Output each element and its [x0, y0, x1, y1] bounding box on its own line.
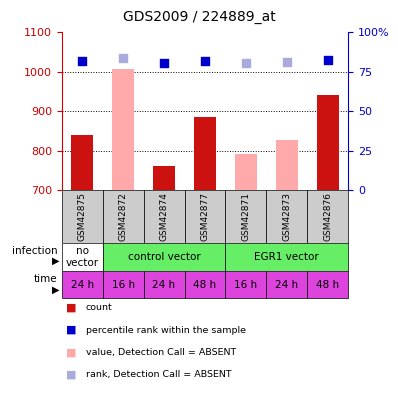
Text: percentile rank within the sample: percentile rank within the sample [86, 326, 246, 335]
Text: 24 h: 24 h [152, 279, 176, 290]
Text: GSM42874: GSM42874 [160, 192, 168, 241]
Text: 16 h: 16 h [234, 279, 258, 290]
Text: ■: ■ [66, 325, 76, 335]
Text: no
vector: no vector [66, 246, 99, 268]
Point [284, 59, 290, 65]
Bar [316, 95, 339, 190]
Text: time: time [34, 274, 58, 284]
Text: GSM42877: GSM42877 [201, 192, 209, 241]
Bar [194, 117, 216, 190]
Point [325, 57, 331, 63]
Bar [307, 190, 348, 243]
Bar [112, 69, 135, 190]
Bar [62, 243, 103, 271]
Bar [235, 153, 257, 190]
Point [202, 58, 208, 64]
Bar [62, 190, 103, 243]
Text: control vector: control vector [128, 252, 201, 262]
Point [120, 54, 126, 61]
Bar [144, 190, 185, 243]
Text: GSM42876: GSM42876 [323, 192, 332, 241]
Bar [266, 190, 307, 243]
Bar [103, 190, 144, 243]
Text: EGR1 vector: EGR1 vector [254, 252, 319, 262]
Text: GSM42871: GSM42871 [242, 192, 250, 241]
Bar [225, 243, 348, 271]
Point [243, 60, 249, 66]
Text: ■: ■ [66, 370, 76, 379]
Text: value, Detection Call = ABSENT: value, Detection Call = ABSENT [86, 348, 236, 357]
Text: 16 h: 16 h [111, 279, 135, 290]
Point [79, 58, 85, 64]
Text: ▶: ▶ [52, 256, 60, 266]
Bar [103, 243, 225, 271]
Text: 24 h: 24 h [70, 279, 94, 290]
Bar [62, 271, 103, 298]
Text: GSM42875: GSM42875 [78, 192, 87, 241]
Bar [103, 271, 144, 298]
Text: GSM42872: GSM42872 [119, 192, 128, 241]
Text: GSM42873: GSM42873 [282, 192, 291, 241]
Bar [266, 271, 307, 298]
Bar [225, 190, 266, 243]
Text: ■: ■ [66, 303, 76, 313]
Text: ▶: ▶ [52, 285, 60, 295]
Text: 48 h: 48 h [316, 279, 339, 290]
Bar [225, 271, 266, 298]
Text: 24 h: 24 h [275, 279, 298, 290]
Bar [144, 271, 185, 298]
Text: GDS2009 / 224889_at: GDS2009 / 224889_at [123, 10, 275, 24]
Text: infection: infection [12, 246, 58, 256]
Point [161, 60, 167, 66]
Bar [307, 271, 348, 298]
Text: 48 h: 48 h [193, 279, 217, 290]
Text: rank, Detection Call = ABSENT: rank, Detection Call = ABSENT [86, 370, 231, 379]
Bar [185, 271, 225, 298]
Bar [275, 140, 298, 190]
Bar [153, 166, 175, 190]
Bar [71, 135, 94, 190]
Text: ■: ■ [66, 347, 76, 357]
Text: count: count [86, 303, 112, 312]
Bar [185, 190, 225, 243]
